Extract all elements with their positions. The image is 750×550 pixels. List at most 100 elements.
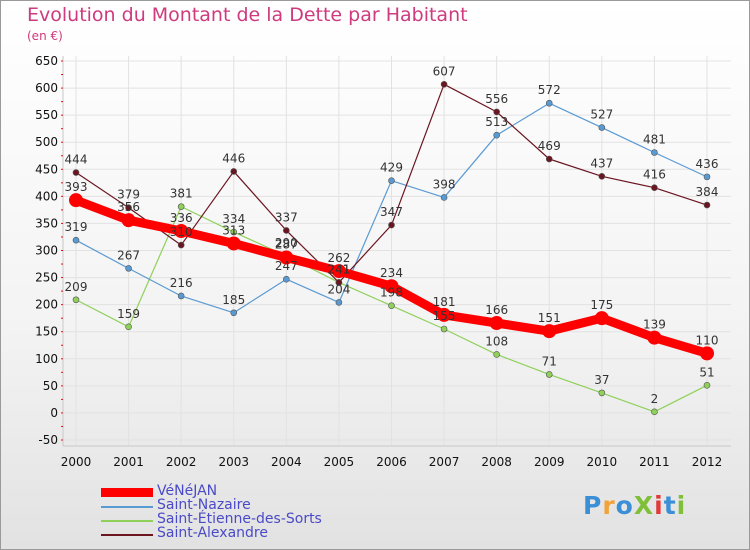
data-point: [279, 250, 294, 265]
data-label: 336: [170, 211, 193, 225]
y-tick-label: 600: [35, 81, 58, 95]
data-label: 241: [327, 262, 350, 276]
unit-label: (en €): [27, 29, 63, 43]
data-point: [594, 311, 609, 326]
y-tick-label: 650: [35, 54, 58, 68]
y-tick-label: 550: [35, 108, 58, 122]
data-label: 319: [65, 220, 88, 234]
data-point: [125, 265, 132, 272]
data-label: 446: [222, 151, 245, 165]
legend-swatch: [101, 534, 153, 536]
x-tick-label: 2003: [218, 455, 249, 469]
data-point: [700, 346, 714, 361]
data-label: 204: [327, 282, 350, 296]
data-point: [177, 241, 185, 249]
y-tick-label: 0: [50, 406, 58, 420]
data-point: [384, 279, 399, 294]
data-point: [121, 213, 136, 228]
proxiti-logo: ProXiti: [583, 491, 687, 520]
data-label: 159: [117, 307, 140, 321]
data-label: 556: [485, 92, 508, 106]
data-label: 110: [696, 333, 719, 347]
data-label: 513: [485, 115, 508, 129]
y-tick-label: 500: [35, 135, 58, 149]
data-point: [72, 169, 80, 176]
x-tick-label: 2007: [429, 455, 460, 469]
data-point: [72, 296, 80, 304]
x-tick-label: 2010: [587, 455, 618, 469]
data-label: 155: [433, 309, 456, 323]
legend-swatch: [101, 506, 153, 508]
data-point: [493, 131, 500, 139]
y-tick-label: 300: [35, 244, 58, 258]
data-label: 51: [699, 365, 714, 379]
data-label: 151: [538, 311, 561, 325]
data-label: 356: [117, 200, 140, 214]
data-point: [703, 382, 711, 389]
legend-item: Saint-Étienne-des-Sorts: [101, 511, 361, 527]
data-point: [230, 309, 238, 317]
data-label: 436: [696, 157, 719, 171]
data-point: [125, 323, 132, 331]
data-label: 139: [643, 318, 666, 332]
data-point: [651, 184, 658, 191]
legend-item: Saint-Alexandre: [101, 525, 361, 541]
legend-item: Saint-Nazaire: [101, 497, 361, 513]
data-point: [177, 292, 185, 300]
data-label: 444: [65, 153, 88, 167]
data-point: [230, 228, 238, 236]
data-label: 416: [643, 168, 666, 182]
data-point: [545, 99, 553, 107]
data-label: 175: [590, 298, 613, 312]
data-label: 166: [485, 303, 508, 317]
data-point: [388, 302, 395, 310]
data-point: [440, 325, 448, 333]
data-label: 313: [222, 223, 245, 237]
x-tick-label: 2001: [113, 455, 144, 469]
data-point: [226, 236, 241, 251]
data-label: 247: [275, 259, 298, 273]
data-point: [335, 299, 343, 306]
data-point: [230, 168, 238, 175]
data-point: [283, 275, 290, 283]
data-label: 2: [651, 392, 659, 406]
data-point: [440, 194, 448, 201]
data-label: 337: [275, 210, 298, 224]
y-tick-label: 400: [35, 189, 58, 203]
data-label: 334: [222, 212, 245, 226]
data-label: 384: [696, 185, 719, 199]
data-point: [283, 227, 290, 234]
data-point: [437, 307, 452, 322]
data-point: [703, 173, 711, 181]
x-tick-label: 2002: [166, 455, 197, 469]
data-point: [545, 371, 553, 378]
y-tick-label: 250: [35, 271, 58, 285]
data-label: 469: [538, 139, 561, 153]
data-label: 198: [380, 286, 403, 300]
legend-label: Saint-Étienne-des-Sorts: [157, 511, 322, 527]
data-label: 381: [170, 187, 193, 201]
data-point: [598, 389, 606, 397]
legend-label: Saint-Alexandre: [157, 525, 268, 541]
data-label: 181: [433, 295, 456, 309]
data-point: [598, 173, 606, 180]
data-label: 290: [275, 236, 298, 250]
x-tick-label: 2009: [534, 455, 565, 469]
y-tick-label: 200: [35, 298, 58, 312]
x-tick-label: 2000: [61, 455, 92, 469]
x-tick-label: 2011: [639, 455, 670, 469]
y-tick-label: -50: [38, 433, 58, 447]
data-point: [703, 201, 711, 209]
data-point: [493, 108, 500, 116]
legend-label: VéNéJAN: [157, 483, 218, 499]
data-label: 393: [65, 180, 88, 194]
data-label: 527: [590, 108, 613, 122]
legend-swatch: [101, 520, 153, 522]
data-label: 572: [538, 83, 561, 97]
data-label: 607: [433, 64, 456, 78]
data-label: 267: [117, 248, 140, 262]
data-point: [388, 177, 395, 184]
data-point: [651, 408, 658, 416]
legend-label: Saint-Nazaire: [157, 497, 251, 513]
data-point: [542, 324, 557, 339]
